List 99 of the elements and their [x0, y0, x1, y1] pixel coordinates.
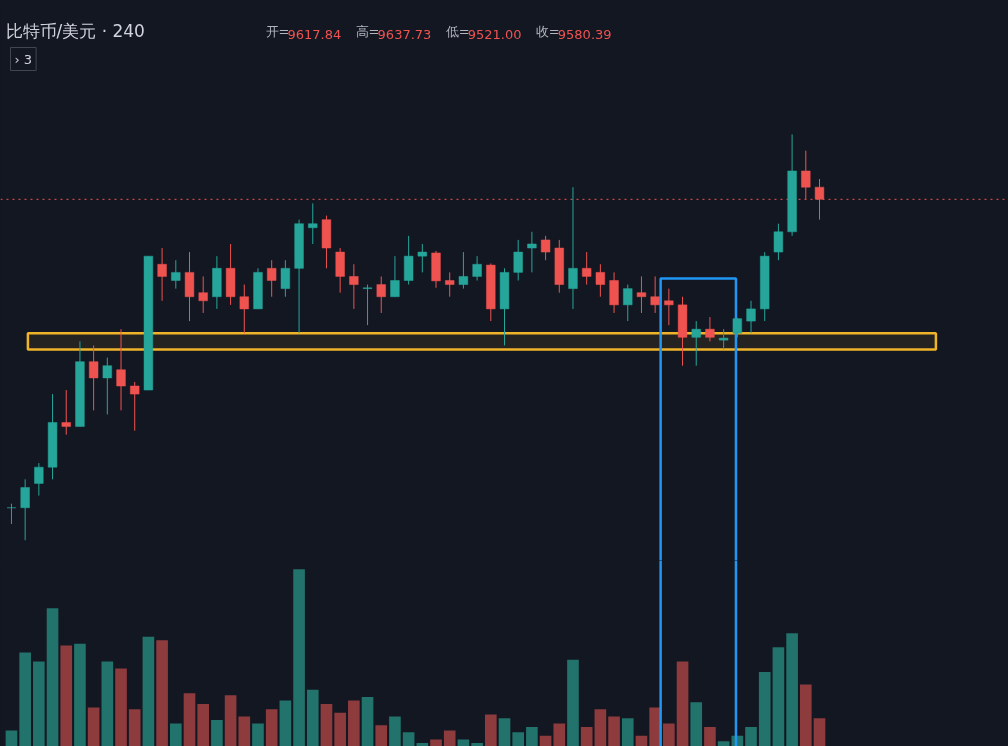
candlestick	[280, 259, 290, 298]
candlestick	[390, 255, 400, 298]
bar	[183, 693, 196, 746]
bar	[265, 709, 278, 746]
candlestick	[595, 263, 605, 298]
candlestick	[445, 271, 455, 298]
bar	[306, 689, 319, 746]
bar	[799, 684, 812, 746]
candlestick	[239, 284, 249, 334]
bar	[758, 672, 771, 746]
candlestick	[719, 328, 729, 350]
bar	[430, 739, 442, 746]
candlestick	[472, 255, 482, 281]
bar	[813, 718, 826, 746]
bar	[211, 719, 223, 746]
candlestick	[623, 284, 633, 322]
bar	[526, 727, 538, 746]
bar	[169, 723, 182, 746]
bar	[60, 645, 73, 746]
bar	[389, 716, 401, 746]
bar	[786, 633, 798, 746]
bar	[416, 742, 429, 746]
candlestick	[362, 284, 373, 326]
candlestick	[349, 263, 359, 310]
bar	[567, 659, 579, 746]
bar	[704, 727, 716, 746]
candlestick	[171, 259, 181, 290]
bar	[5, 730, 18, 746]
bar	[498, 718, 511, 746]
bar	[484, 714, 497, 746]
candlestick	[198, 275, 208, 314]
candlestick	[705, 316, 715, 342]
candlestick	[664, 288, 674, 326]
candlestick	[582, 251, 592, 286]
candlestick	[417, 243, 427, 273]
bar	[539, 735, 552, 746]
bar	[375, 725, 388, 746]
chart-subtitle: 开=9617.84 高=9637.73 低=9521.00 收=9580.39	[265, 23, 612, 42]
candlestick	[308, 202, 318, 245]
candlestick	[568, 186, 578, 310]
bar	[471, 742, 483, 746]
candlestick	[691, 320, 701, 367]
bar	[128, 709, 141, 746]
bar	[293, 569, 305, 746]
bar	[115, 668, 127, 746]
bar	[87, 707, 100, 746]
candlestick	[130, 381, 140, 432]
bar	[580, 727, 593, 746]
bar	[676, 661, 689, 746]
candlestick	[157, 247, 167, 302]
bar	[334, 712, 346, 746]
candlestick	[376, 275, 386, 314]
candlestick	[773, 223, 784, 261]
text: › 3	[14, 51, 33, 67]
bar	[320, 703, 333, 746]
bar	[621, 718, 634, 746]
candlestick	[513, 239, 523, 281]
candlestick	[540, 235, 551, 261]
bar	[402, 732, 415, 746]
bar	[717, 741, 730, 746]
candlestick	[650, 275, 660, 314]
bar	[745, 727, 757, 746]
candlestick	[89, 344, 99, 411]
chart-title: 比特币/美元 · 240	[5, 20, 145, 41]
bar	[279, 700, 292, 746]
bar	[348, 700, 360, 746]
candlestick	[116, 328, 126, 411]
bar	[101, 661, 114, 746]
candlestick	[34, 462, 44, 497]
bar	[252, 723, 264, 746]
bar	[142, 636, 155, 746]
bar	[443, 730, 456, 746]
bar	[553, 723, 566, 746]
bar	[457, 739, 470, 746]
candlestick	[527, 231, 537, 273]
bar	[512, 732, 525, 746]
bar	[33, 661, 45, 746]
candlestick	[6, 503, 17, 525]
bar	[635, 735, 648, 746]
candlestick	[61, 389, 71, 436]
bar	[74, 643, 86, 746]
bar	[197, 703, 210, 746]
bar	[224, 695, 237, 746]
bar	[690, 702, 703, 746]
bar	[663, 723, 675, 746]
bar	[772, 647, 785, 746]
candlestick	[267, 259, 277, 298]
bar	[238, 716, 251, 746]
bar	[46, 608, 59, 746]
candlestick	[636, 275, 647, 314]
candlestick	[102, 357, 112, 415]
bar	[608, 716, 620, 746]
bar	[156, 640, 168, 746]
bar	[19, 652, 31, 746]
candlestick	[746, 300, 756, 334]
candlestick	[458, 251, 469, 290]
bar	[594, 709, 607, 746]
candlestick	[20, 478, 30, 541]
bar	[361, 696, 374, 746]
